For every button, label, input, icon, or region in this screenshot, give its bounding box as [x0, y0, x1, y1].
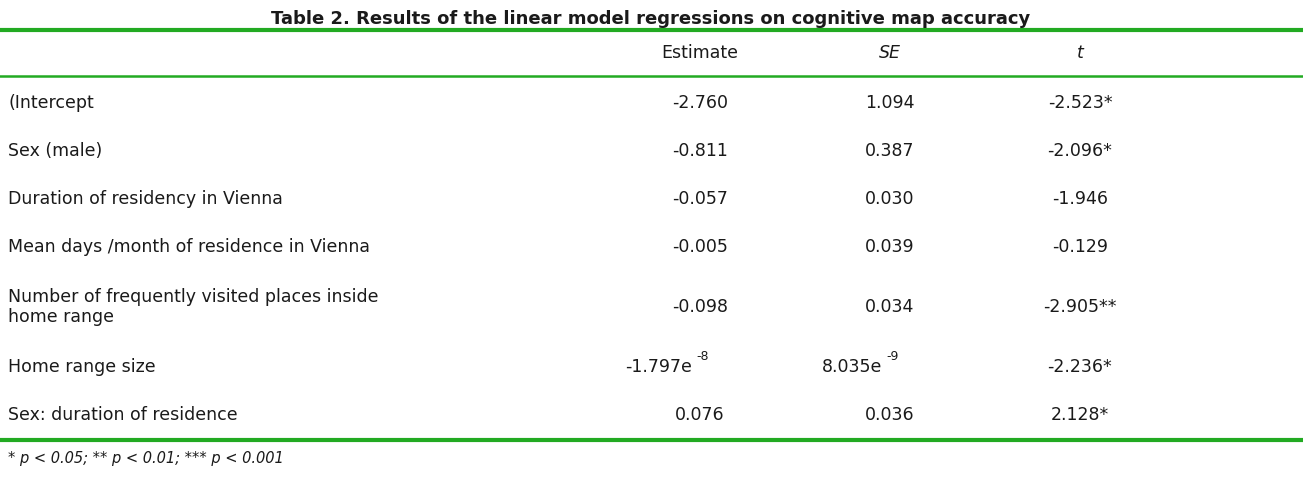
Text: Sex (male): Sex (male) — [8, 142, 102, 160]
Text: -0.005: -0.005 — [672, 238, 728, 256]
Text: -2.905**: -2.905** — [1044, 298, 1117, 316]
Text: -2.523*: -2.523* — [1048, 94, 1113, 112]
Text: 0.039: 0.039 — [865, 238, 915, 256]
Text: 0.030: 0.030 — [865, 190, 915, 208]
Text: 2.128*: 2.128* — [1052, 406, 1109, 424]
Text: Sex: duration of residence: Sex: duration of residence — [8, 406, 237, 424]
Text: -0.098: -0.098 — [672, 298, 728, 316]
Text: -0.057: -0.057 — [672, 190, 728, 208]
Text: Home range size: Home range size — [8, 358, 155, 376]
Text: -2.760: -2.760 — [672, 94, 728, 112]
Text: * p < 0.05; ** p < 0.01; *** p < 0.001: * p < 0.05; ** p < 0.01; *** p < 0.001 — [8, 450, 284, 466]
Text: t: t — [1076, 44, 1083, 62]
Text: Estimate: Estimate — [662, 44, 739, 62]
Text: -0.811: -0.811 — [672, 142, 728, 160]
Text: 0.036: 0.036 — [865, 406, 915, 424]
Text: 0.387: 0.387 — [865, 142, 915, 160]
Text: Number of frequently visited places inside
home range: Number of frequently visited places insi… — [8, 287, 378, 326]
Text: -2.096*: -2.096* — [1048, 142, 1113, 160]
Text: -2.236*: -2.236* — [1048, 358, 1113, 376]
Text: -8: -8 — [696, 350, 709, 364]
Text: 0.034: 0.034 — [865, 298, 915, 316]
Text: -0.129: -0.129 — [1052, 238, 1108, 256]
Text: 1.094: 1.094 — [865, 94, 915, 112]
Text: -1.797e: -1.797e — [625, 358, 692, 376]
Text: 8.035e: 8.035e — [822, 358, 882, 376]
Text: SE: SE — [880, 44, 900, 62]
Text: Mean days /month of residence in Vienna: Mean days /month of residence in Vienna — [8, 238, 370, 256]
Text: 0.076: 0.076 — [675, 406, 724, 424]
Text: -9: -9 — [886, 350, 898, 364]
Text: (Intercept: (Intercept — [8, 94, 94, 112]
Text: Table 2. Results of the linear model regressions on cognitive map accuracy: Table 2. Results of the linear model reg… — [271, 10, 1031, 28]
Text: -1.946: -1.946 — [1052, 190, 1108, 208]
Text: Duration of residency in Vienna: Duration of residency in Vienna — [8, 190, 283, 208]
